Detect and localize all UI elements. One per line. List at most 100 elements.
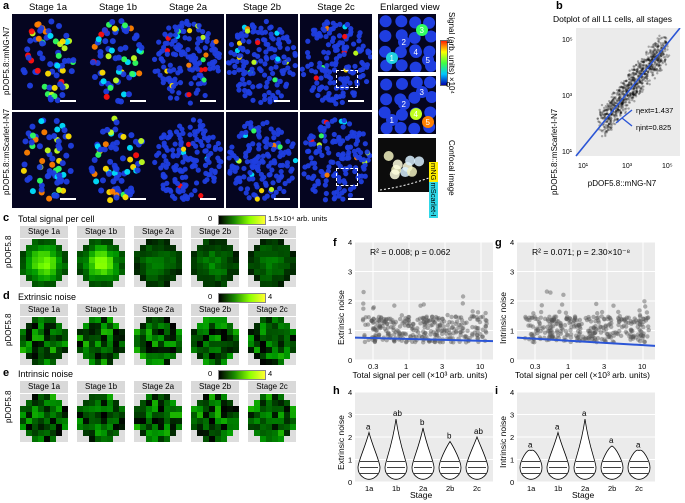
zoom-box <box>336 70 358 88</box>
stat-f: R² = 0.008; p = 0.062 <box>370 247 451 257</box>
heatmap <box>191 394 239 442</box>
scale-bar <box>60 100 76 102</box>
svg-text:a: a <box>555 423 560 432</box>
channel-mng: mNG <box>429 162 438 182</box>
microscopy-tile <box>12 14 84 110</box>
heatmap <box>77 239 125 287</box>
confocal-image <box>378 138 436 192</box>
heatmap-stage-label: Stage 1a <box>20 226 68 238</box>
microscopy-tile <box>226 112 298 208</box>
heatmap-row-label: pDOF5.8 <box>4 235 13 268</box>
stage-title: Stage 1a <box>28 2 68 13</box>
svg-text:a: a <box>528 441 533 450</box>
row-label-mscarlet: pDOF5.8::mScarlet-I-N7 <box>2 108 11 195</box>
svg-text:0.3: 0.3 <box>368 362 378 371</box>
svg-text:10¹: 10¹ <box>578 163 589 170</box>
microscopy-tile <box>300 112 372 208</box>
colorbar-min: 0 <box>208 292 213 301</box>
svg-text:2: 2 <box>510 297 514 306</box>
heatmap-title: Total signal per cell <box>18 214 95 224</box>
svg-text:2a: 2a <box>419 484 428 493</box>
svg-text:2: 2 <box>348 297 352 306</box>
svg-text:1: 1 <box>348 327 352 336</box>
ylabel-i: Intrinsic noise <box>498 416 508 468</box>
svg-text:4: 4 <box>348 388 352 397</box>
svg-text:0: 0 <box>510 478 514 487</box>
svg-text:2: 2 <box>402 38 407 47</box>
svg-text:b: b <box>420 418 425 427</box>
svg-text:10¹: 10¹ <box>562 149 573 156</box>
heatmap-stage-label: Stage 1b <box>77 226 125 238</box>
svg-text:3: 3 <box>420 88 425 97</box>
heatmap-stage-label: Stage 2c <box>248 381 296 393</box>
svg-text:2: 2 <box>510 433 514 442</box>
scale-bar <box>274 100 290 102</box>
svg-text:4: 4 <box>348 238 352 247</box>
svg-text:1: 1 <box>566 362 570 371</box>
heatmap-row-label: pDOF5.8 <box>4 313 13 346</box>
ylabel-h: Extrinsic noise <box>336 415 346 470</box>
violin-i-svg: 0 1 2 3 4 a 1a a 1b a 2a a 2b a 2c <box>510 388 655 493</box>
scale-bar <box>348 198 364 200</box>
panel-a-label: a <box>3 0 10 12</box>
scale-bar <box>348 100 364 102</box>
svg-text:1a: 1a <box>365 484 374 493</box>
heatmap-stage-label: Stage 2c <box>248 226 296 238</box>
svg-text:0: 0 <box>348 478 352 487</box>
svg-text:1a: 1a <box>527 484 536 493</box>
svg-text:10³: 10³ <box>622 163 633 170</box>
svg-text:1b: 1b <box>392 484 400 493</box>
svg-text:a: a <box>366 423 371 432</box>
svg-text:10⁵: 10⁵ <box>662 163 673 170</box>
heatmap <box>248 394 296 442</box>
svg-text:1: 1 <box>348 456 352 465</box>
svg-text:1: 1 <box>404 362 408 371</box>
scale-bar <box>60 198 76 200</box>
panel-b-label: b <box>556 0 563 12</box>
svg-text:2c: 2c <box>473 484 481 493</box>
heatmap <box>77 317 125 365</box>
heatmap <box>248 317 296 365</box>
colorbar-min: 0 <box>208 214 213 223</box>
microscopy-tile <box>82 112 154 208</box>
panel-label: c <box>3 212 10 224</box>
svg-text:3: 3 <box>420 26 425 35</box>
enlarged-view-title: Enlarged view <box>380 2 440 13</box>
zoom-box <box>336 168 358 186</box>
heatmap-stage-label: Stage 2c <box>248 304 296 316</box>
svg-text:1: 1 <box>510 327 514 336</box>
svg-text:ηext=1.437: ηext=1.437 <box>636 106 673 115</box>
heatmap-stage-label: Stage 1b <box>77 381 125 393</box>
row-label-mng: pDOF5.8::mNG-N7 <box>2 26 11 95</box>
svg-text:a: a <box>636 441 641 450</box>
panel-label: d <box>3 290 10 302</box>
heatmap <box>134 239 182 287</box>
panel-i-label: i <box>495 385 499 397</box>
svg-text:2: 2 <box>348 433 352 442</box>
channel-mscarlet: mScarlet-I <box>429 181 438 218</box>
colorbar-min: 0 <box>208 369 213 378</box>
scale-bar <box>200 100 216 102</box>
svg-text:5: 5 <box>426 56 431 65</box>
svg-text:2b: 2b <box>446 484 454 493</box>
stage-title: Stage 2a <box>168 2 208 13</box>
stage-title: Stage 1b <box>98 2 138 13</box>
svg-text:10³: 10³ <box>562 93 573 100</box>
heatmap-stage-label: Stage 2a <box>134 226 182 238</box>
scale-min: 0 <box>446 80 451 89</box>
heatmap-stage-label: Stage 1a <box>20 381 68 393</box>
svg-text:3: 3 <box>348 411 352 420</box>
heatmap-colorbar <box>218 215 266 225</box>
confocal-label: Confocal image <box>447 140 456 196</box>
heatmap <box>20 394 68 442</box>
heatmap-colorbar <box>218 293 266 303</box>
heatmap <box>20 239 68 287</box>
svg-text:a: a <box>582 409 587 418</box>
dotplot-title: Dotplot of all L1 cells, all stages <box>552 14 673 24</box>
svg-text:b: b <box>447 432 452 441</box>
svg-text:2a: 2a <box>581 484 590 493</box>
svg-text:ab: ab <box>474 427 483 436</box>
violin-h-svg: 0 1 2 3 4 a 1a ab 1b b 2a b 2b ab 2c <box>348 388 493 493</box>
svg-text:4: 4 <box>510 238 514 247</box>
